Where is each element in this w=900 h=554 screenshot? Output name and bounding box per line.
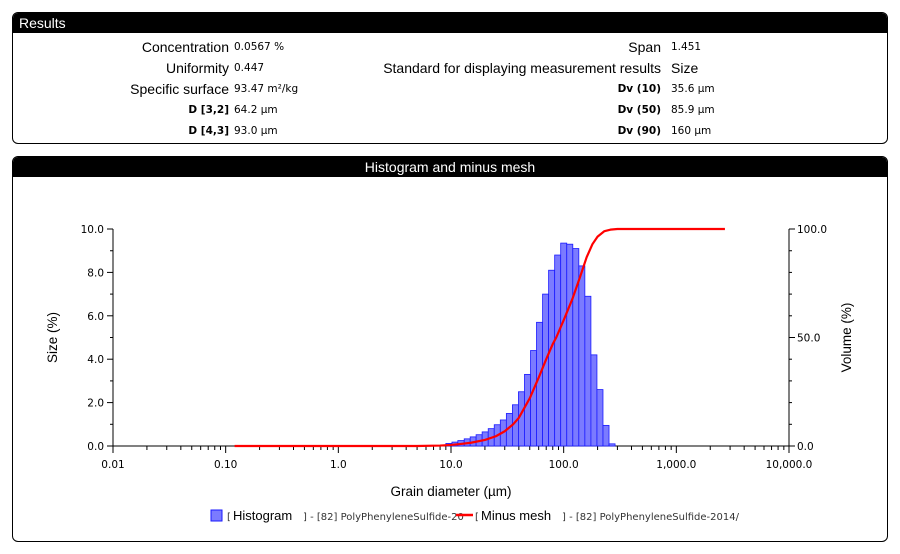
result-value-right-0: 1.451 [671, 41, 702, 53]
result-value-left-1: 0.447 [234, 62, 265, 74]
y-axis-title: Size (%) [45, 312, 60, 363]
histogram-bar [608, 443, 616, 447]
result-value-left-3: 64.2 µm [234, 104, 278, 116]
result-value-left-0: 0.0567 % [234, 41, 285, 53]
x-tick-label: 10.0 [439, 459, 462, 471]
legend-minus-mesh-prefix: [ [475, 512, 479, 523]
result-value-left-4: 93.0 µm [234, 125, 278, 137]
result-label-right-3: Dv (50) [617, 104, 661, 116]
histogram-chart: 0.01 0.10 1.0 10.0 100.0 1,000.0 10,000.0 0.0 2.… [45, 224, 854, 523]
result-label-right-4: Dv (90) [617, 125, 661, 137]
histogram-bar [560, 242, 568, 447]
result-label-right-0: Span [628, 39, 661, 55]
result-label-left-2: Specific surface [130, 81, 229, 97]
legend-histogram-suffix: ] - [82] PolyPhenyleneSulfide-20 [303, 512, 464, 523]
result-label-left-4: D [4,3] [188, 125, 229, 137]
y2-tick-label: 50.0 [797, 333, 820, 345]
result-value-right-1: Size [671, 60, 699, 76]
result-label-left-1: Uniformity [165, 60, 229, 76]
result-label-left-0: Concentration [141, 39, 229, 55]
histogram-bar [566, 243, 574, 447]
result-label-right-2: Dv (10) [617, 83, 661, 95]
result-label-right-1: Standard for displaying measurement resu… [383, 60, 661, 76]
legend-histogram-prefix: [ [227, 512, 231, 523]
x-tick-label: 100.0 [549, 459, 579, 471]
y-tick-label: 2.0 [87, 398, 104, 410]
chart-panel: Histogram and minus mesh 0.01 0.10 1.0 10.0… [12, 156, 888, 542]
y-tick-label: 10.0 [81, 224, 104, 236]
histogram-bar [518, 391, 525, 447]
histogram-bar [584, 295, 592, 447]
histogram-bar [602, 424, 610, 447]
y2-tick-label: 0.0 [797, 441, 814, 453]
x-tick-label: 1,000.0 [656, 459, 696, 471]
y-tick-label: 0.0 [87, 441, 104, 453]
y-tick-label: 6.0 [87, 311, 104, 323]
result-value-left-2: 93.47 m²/kg [234, 83, 299, 95]
histogram-bar [530, 350, 537, 447]
histogram-bar [536, 321, 543, 447]
result-value-right-3: 85.9 µm [671, 104, 715, 116]
results-title: Results [13, 13, 887, 33]
y2-tick-label: 100.0 [797, 224, 827, 236]
legend-minus-mesh-name: Minus mesh [481, 508, 551, 523]
histogram-bar [596, 389, 604, 447]
minus-mesh-line [234, 227, 725, 448]
x-tick-label: 1.0 [330, 459, 347, 471]
x-tick-label: 10,000.0 [766, 459, 813, 471]
result-label-left-3: D [3,2] [188, 104, 229, 116]
histogram-bar [542, 293, 550, 447]
x-tick-label: 0.10 [214, 459, 237, 471]
y2-axis-title: Volume (%) [839, 303, 854, 373]
histogram-bar [578, 265, 586, 447]
legend-histogram-name: Histogram [233, 508, 292, 523]
legend-histogram-swatch [210, 509, 223, 522]
result-value-right-2: 35.6 µm [671, 83, 715, 95]
histogram-bar [554, 254, 562, 447]
histogram-bar [548, 269, 556, 447]
result-value-right-4: 160 µm [671, 125, 712, 137]
x-tick-label: 0.01 [101, 459, 124, 471]
y-tick-label: 4.0 [87, 354, 104, 366]
histogram-bar [572, 248, 580, 447]
x-axis-title: Grain diameter (µm) [390, 484, 511, 499]
histogram-bar [590, 354, 598, 447]
histogram-bar [524, 373, 531, 447]
results-panel: Results Concentration 0.0567 % Uniformity 0… [12, 12, 888, 144]
chart-panel-title: Histogram and minus mesh [13, 157, 887, 177]
y-tick-label: 8.0 [87, 267, 104, 279]
legend-minus-mesh-suffix: ] - [82] PolyPhenyleneSulfide-2014/ [562, 512, 740, 523]
